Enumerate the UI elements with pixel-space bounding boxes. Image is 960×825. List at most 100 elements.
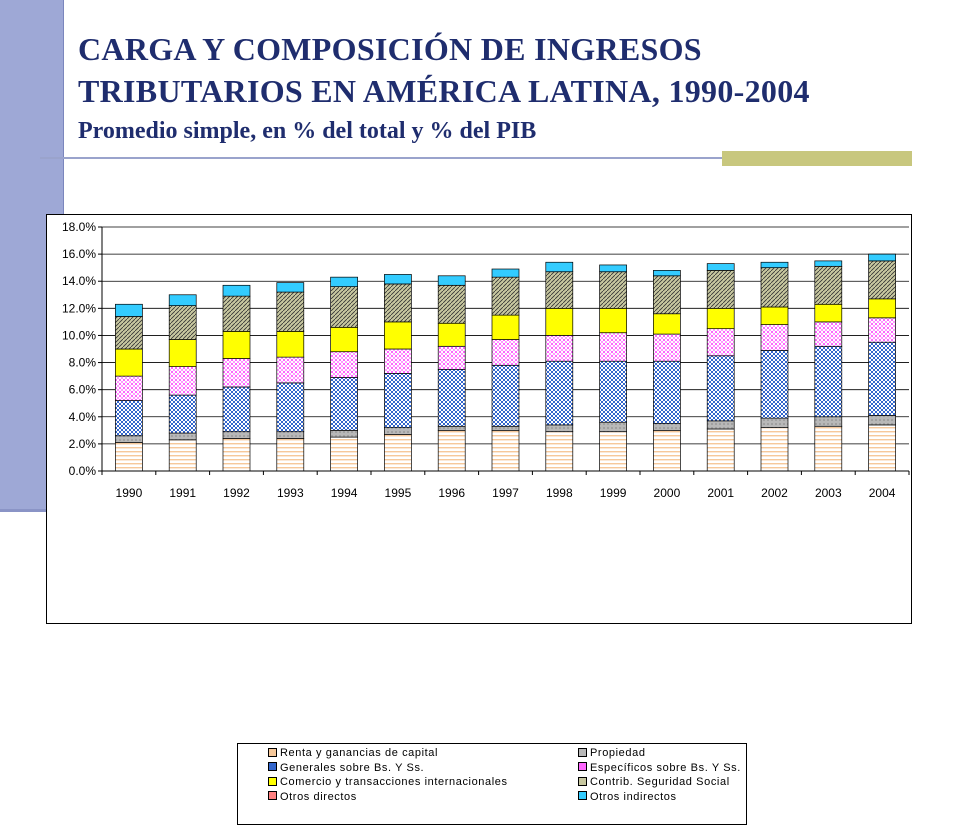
bar-segment-propiedad [276, 431, 305, 439]
bar-segment-comercio [814, 303, 843, 323]
bar-segment-renta [115, 442, 143, 472]
bar-segment-propiedad [437, 425, 466, 431]
bar-segment-especificos [330, 351, 358, 378]
bar-segment-comercio [168, 339, 197, 367]
bar-segment-otros_indirectos [653, 270, 681, 277]
bar-segment-renta [599, 431, 627, 472]
legend-item-propiedad: Propiedad [578, 746, 646, 760]
bar-stack-1990 [115, 303, 143, 472]
bar-segment-comercio [115, 348, 143, 377]
bar-segment-seguridad [276, 291, 305, 332]
bar-stack-2001 [706, 263, 735, 472]
x-tick-label: 2003 [815, 486, 842, 500]
bar-segment-seguridad [437, 284, 466, 324]
bar-segment-otros_indirectos [814, 260, 843, 267]
bar-segment-seguridad [599, 271, 627, 309]
legend-label: Específicos sobre Bs. Y Ss. [590, 761, 741, 774]
y-tick-label: 12.0% [62, 301, 96, 315]
bar-segment-especificos [706, 328, 735, 357]
x-tick-label: 1997 [492, 486, 519, 500]
legend-item-especificos: Específicos sobre Bs. Y Ss. [578, 761, 741, 775]
bar-segment-propiedad [115, 435, 143, 443]
bar-segment-otros_indirectos [222, 284, 251, 297]
y-tick-label: 10.0% [62, 328, 96, 342]
bar-segment-especificos [437, 345, 466, 370]
bar-segment-renta [760, 427, 789, 472]
bar-segment-generales [814, 345, 843, 418]
x-tick-label: 1992 [223, 486, 250, 500]
bar-segment-especificos [599, 332, 627, 362]
bar-segment-otros_indirectos [168, 294, 197, 306]
bar-stack-1998 [545, 261, 574, 472]
legend-label: Otros indirectos [590, 790, 677, 803]
legend-item-renta: Renta y ganancias de capital [268, 746, 438, 760]
bar-segment-renta [545, 431, 574, 472]
bars [115, 253, 896, 472]
bar-segment-renta [168, 439, 197, 472]
y-tick-label: 0.0% [69, 464, 97, 478]
bar-segment-renta [814, 425, 843, 472]
bar-segment-otros_indirectos [115, 303, 143, 317]
bar-segment-renta [868, 424, 896, 472]
bar-stack-1997 [491, 268, 520, 472]
x-tick-label: 1996 [438, 486, 465, 500]
legend-item-generales: Generales sobre Bs. Y Ss. [268, 761, 424, 775]
x-tick-label: 2001 [707, 486, 734, 500]
chart-area: 0.0% 2.0% 4.0% 6.0% 8.0% 10.0% 12.0% 14.0% 16.0%… [46, 214, 912, 825]
bar-segment-seguridad [491, 276, 520, 316]
legend-item-seguridad: Contrib. Seguridad Social [578, 775, 730, 789]
legend-swatch [268, 776, 277, 786]
bar-segment-especificos [384, 348, 412, 374]
bar-segment-renta [330, 436, 358, 472]
legend-item-otros_directos: Otros directos [268, 790, 357, 804]
bar-segment-seguridad [868, 260, 896, 300]
bar-segment-generales [653, 360, 681, 424]
legend-swatch [268, 762, 277, 772]
stacked-bar-chart: 0.0% 2.0% 4.0% 6.0% 8.0% 10.0% 12.0% 14.0% 16.0%… [62, 220, 910, 500]
bar-segment-otros_indirectos [384, 274, 412, 285]
title-divider [40, 157, 912, 159]
bar-segment-otros_indirectos [868, 253, 896, 262]
bar-segment-renta [384, 434, 412, 472]
bar-segment-generales [222, 386, 251, 433]
bar-stack-1999 [599, 264, 627, 472]
bar-segment-otros_indirectos [276, 282, 305, 293]
bar-stack-1995 [384, 274, 412, 472]
axes: 0.0% 2.0% 4.0% 6.0% 8.0% 10.0% 12.0% 14.0% 16.0%… [62, 220, 910, 500]
bar-segment-seguridad [168, 305, 197, 340]
y-tick-label: 6.0% [69, 383, 97, 397]
bar-segment-comercio [330, 326, 358, 353]
bar-segment-generales [760, 350, 789, 419]
bar-segment-otros_indirectos [706, 263, 735, 271]
bar-segment-renta [437, 429, 466, 472]
legend-label: Comercio y transacciones internacionales [280, 776, 508, 788]
bar-segment-especificos [115, 375, 143, 401]
y-tick-label: 2.0% [69, 437, 97, 451]
bar-segment-otros_indirectos [437, 275, 466, 286]
bar-segment-seguridad [384, 283, 412, 323]
bar-segment-otros_indirectos [491, 268, 520, 278]
bar-segment-comercio [384, 321, 412, 350]
bar-segment-renta [706, 428, 735, 472]
legend-swatch [268, 791, 277, 801]
y-tick-label: 14.0% [62, 274, 96, 288]
legend-swatch [578, 791, 587, 801]
bar-segment-propiedad [706, 420, 735, 430]
bar-segment-propiedad [330, 429, 358, 438]
bar-segment-seguridad [330, 286, 358, 328]
legend-swatch [578, 776, 587, 786]
bar-segment-seguridad [222, 295, 251, 332]
bar-segment-generales [599, 360, 627, 423]
bar-segment-propiedad [384, 427, 412, 435]
bar-segment-generales [384, 373, 412, 428]
bar-segment-generales [168, 394, 197, 434]
y-tick-label: 8.0% [69, 356, 97, 370]
bar-stack-2004 [868, 253, 896, 472]
x-tick-label: 2004 [869, 486, 896, 500]
legend-label: Generales sobre Bs. Y Ss. [280, 761, 425, 774]
bar-segment-propiedad [491, 425, 520, 431]
bar-stack-2003 [814, 260, 843, 472]
accent-block [722, 151, 912, 166]
bar-segment-renta [222, 438, 251, 472]
bar-segment-comercio [437, 322, 466, 347]
